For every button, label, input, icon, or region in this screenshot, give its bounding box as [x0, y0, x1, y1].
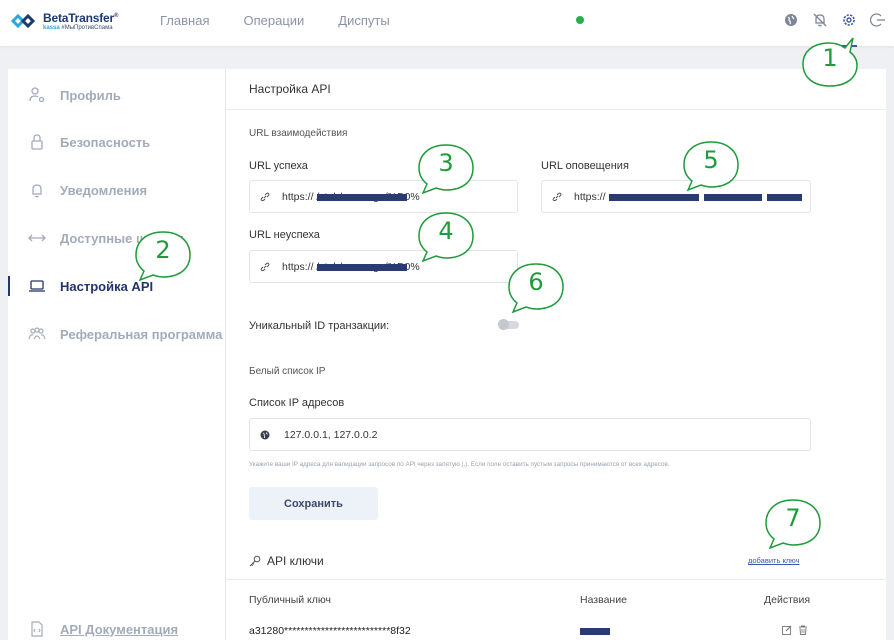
logo-mark-icon: [10, 13, 36, 29]
divider: [226, 579, 886, 580]
unique-id-label: Уникальный ID транзакции:: [249, 320, 390, 332]
link-icon: [552, 192, 562, 201]
callout-number: 2: [155, 236, 171, 264]
ip-list-input[interactable]: 127.0.0.1, 127.0.0.2: [249, 418, 811, 451]
callout-3: 3: [417, 142, 475, 194]
sidebar-item-label: Профиль: [60, 87, 121, 103]
link-icon: [260, 192, 270, 201]
redaction-bar: [767, 194, 802, 201]
sidebar-item-referral[interactable]: Реферальная программа: [28, 324, 222, 344]
delete-icon[interactable]: [798, 625, 808, 635]
user-settings-icon: [29, 87, 45, 103]
save-button[interactable]: Сохранить: [249, 487, 378, 520]
callout-5: 5: [682, 139, 740, 191]
api-docs-link[interactable]: API Документация: [60, 621, 179, 637]
add-key-link[interactable]: добавить ключ: [748, 556, 800, 565]
sidebar-item-label: Настройка API: [60, 278, 154, 294]
sidebar-item-label: Уведомления: [60, 182, 148, 198]
api-keys-title: API ключи: [249, 554, 324, 568]
main-nav: Главная Операции Диспуты: [160, 13, 390, 28]
nav-operations[interactable]: Операции: [243, 13, 305, 28]
callout-number: 1: [822, 44, 838, 72]
notify-url-label: URL оповещения: [541, 160, 629, 172]
code-file-icon: [31, 621, 43, 637]
callout-1: 1: [801, 37, 859, 89]
speech-bubble-icon: [418, 144, 474, 194]
settings-sidebar: Профиль Безопасность Уведомления Доступн…: [8, 69, 226, 640]
key-icon: [249, 555, 261, 567]
top-header: BetaTransfer® kassa #МыПротивСпама Главн…: [0, 0, 894, 47]
callout-number: 3: [438, 149, 454, 177]
table-header-actions: Действия: [764, 594, 811, 606]
redaction-bar: [704, 194, 762, 201]
laptop-icon: [29, 280, 45, 292]
api-keys-title-text: API ключи: [267, 554, 324, 568]
fail-url-input[interactable]: https:// /stub/message/%D0%: [249, 250, 518, 283]
logo-sub: kassa #МыПротивСпама: [43, 25, 113, 31]
success-url-input[interactable]: https:// /stub/message/%D0%: [249, 180, 518, 213]
unique-id-toggle[interactable]: [498, 319, 519, 330]
speech-bubble-icon: [683, 141, 739, 191]
nav-disputes[interactable]: Диспуты: [338, 13, 390, 28]
globe-icon[interactable]: [783, 12, 799, 28]
people-icon: [28, 327, 46, 340]
bell-off-icon[interactable]: [812, 12, 828, 28]
edit-icon[interactable]: [782, 625, 792, 635]
callout-number: 7: [785, 504, 801, 532]
speech-bubble-icon: [802, 37, 858, 87]
sidebar-item-api-settings[interactable]: Настройка API: [28, 276, 153, 296]
speech-bubble-icon: [765, 499, 821, 549]
callout-2: 2: [134, 229, 192, 281]
whitelist-section-title: Белый список IP: [249, 366, 326, 377]
callout-4: 4: [417, 210, 475, 262]
sidebar-item-label: Реферальная программа: [60, 326, 223, 342]
ip-list-value: 127.0.0.1, 127.0.0.2: [284, 428, 378, 441]
logout-icon[interactable]: [870, 12, 886, 28]
callout-number: 4: [438, 217, 454, 245]
divider: [226, 109, 886, 110]
logo[interactable]: BetaTransfer® kassa #МыПротивСпама: [10, 10, 130, 38]
online-status-dot: [576, 16, 584, 24]
table-cell-public-key: a31280**************************8f32: [249, 625, 411, 637]
callout-6: 6: [507, 261, 565, 313]
ip-hint-text: Укажите ваши IP адреса для валидации зап…: [249, 461, 670, 468]
success-url-label: URL успеха: [249, 160, 308, 172]
speech-bubble-icon: [508, 263, 564, 313]
redaction-bar: [317, 264, 407, 271]
notify-url-input[interactable]: https://: [541, 180, 811, 213]
callout-7: 7: [764, 497, 822, 549]
logo-name: BetaTransfer®: [43, 11, 119, 25]
fail-url-label: URL неуспеха: [249, 229, 320, 241]
gear-icon[interactable]: [841, 12, 857, 28]
speech-bubble-icon: [135, 231, 191, 281]
sidebar-item-api-docs[interactable]: API Документация: [28, 619, 178, 639]
notify-url-value: https://: [574, 190, 606, 203]
api-settings-panel: Настройка API URL взаимодействия URL усп…: [226, 69, 886, 640]
lock-icon: [31, 134, 43, 150]
nav-home[interactable]: Главная: [160, 13, 210, 28]
speech-bubble-icon: [418, 212, 474, 262]
callout-number: 5: [703, 146, 719, 174]
link-icon: [260, 262, 270, 271]
url-section-title: URL взаимодействия: [249, 128, 348, 139]
redaction-bar: [317, 194, 407, 201]
table-header-public-key: Публичный ключ: [249, 594, 332, 606]
sidebar-item-security[interactable]: Безопасность: [28, 132, 150, 152]
redaction-bar: [609, 194, 699, 201]
ip-list-label: Список IP адресов: [249, 397, 345, 409]
table-header-name: Название: [580, 594, 627, 606]
page-title: Настройка API: [249, 82, 331, 96]
globe-icon: [260, 430, 270, 439]
redaction-bar: [580, 628, 610, 635]
arrows-icon: [28, 234, 46, 242]
bell-icon: [32, 184, 42, 198]
sidebar-active-indicator: [8, 276, 10, 296]
sidebar-item-notifications[interactable]: Уведомления: [28, 180, 147, 200]
callout-number: 6: [528, 268, 544, 296]
sidebar-item-label: Безопасность: [60, 134, 151, 150]
sidebar-item-profile[interactable]: Профиль: [28, 85, 121, 105]
